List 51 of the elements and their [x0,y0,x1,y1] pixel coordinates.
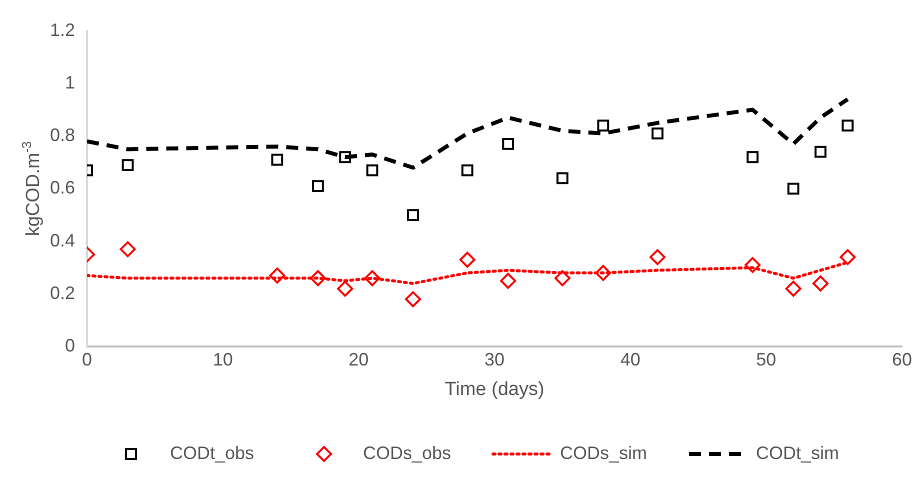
y-tick-label: 0.4 [50,230,76,250]
x-tick-label: 20 [348,349,369,370]
point [744,257,761,274]
x-tick-label: 30 [484,349,505,370]
point [814,146,826,158]
point [269,268,286,284]
point [407,209,419,221]
point [785,280,802,297]
point [554,270,570,286]
x-tick-label: 60 [892,349,912,370]
point [842,120,854,132]
point [405,291,422,308]
y-tick-label: 0 [65,336,76,356]
point [339,151,352,164]
point [556,172,568,184]
point [597,120,610,132]
point [337,280,354,297]
point [310,270,326,286]
y-tick-label: 0.8 [50,125,76,146]
x-axis-title: Time (days) [444,378,544,400]
point [840,249,856,266]
point [500,272,516,289]
legend-label: CODs_obs [362,442,452,463]
point [787,182,800,195]
point [271,154,284,166]
x-tick-label: 10 [212,349,233,370]
point [459,252,476,268]
point [595,264,612,281]
point [746,151,759,164]
line-series [87,97,850,170]
point [122,159,134,171]
y-tick-label: 0.2 [50,282,76,303]
point [461,164,474,176]
point [312,180,324,192]
point [652,127,664,140]
legend-label: CODt_obs [170,442,254,463]
y-tick-label: 1 [65,72,76,92]
legend-label: CODt_sim [756,442,840,463]
point [650,249,666,266]
y-tick-label: 1.2 [50,20,76,40]
point [120,241,136,258]
point [502,138,514,150]
x-tick-label: 50 [756,349,776,370]
y-tick-label: 0.6 [50,178,76,198]
x-tick-label: 0 [82,349,92,370]
point [366,164,378,176]
point [364,270,380,286]
x-tick-label: 40 [620,349,640,370]
legend-label: CODs_sim [560,442,648,463]
point [812,275,828,292]
y-axis-title: kgCOD.m-3 [19,141,44,236]
